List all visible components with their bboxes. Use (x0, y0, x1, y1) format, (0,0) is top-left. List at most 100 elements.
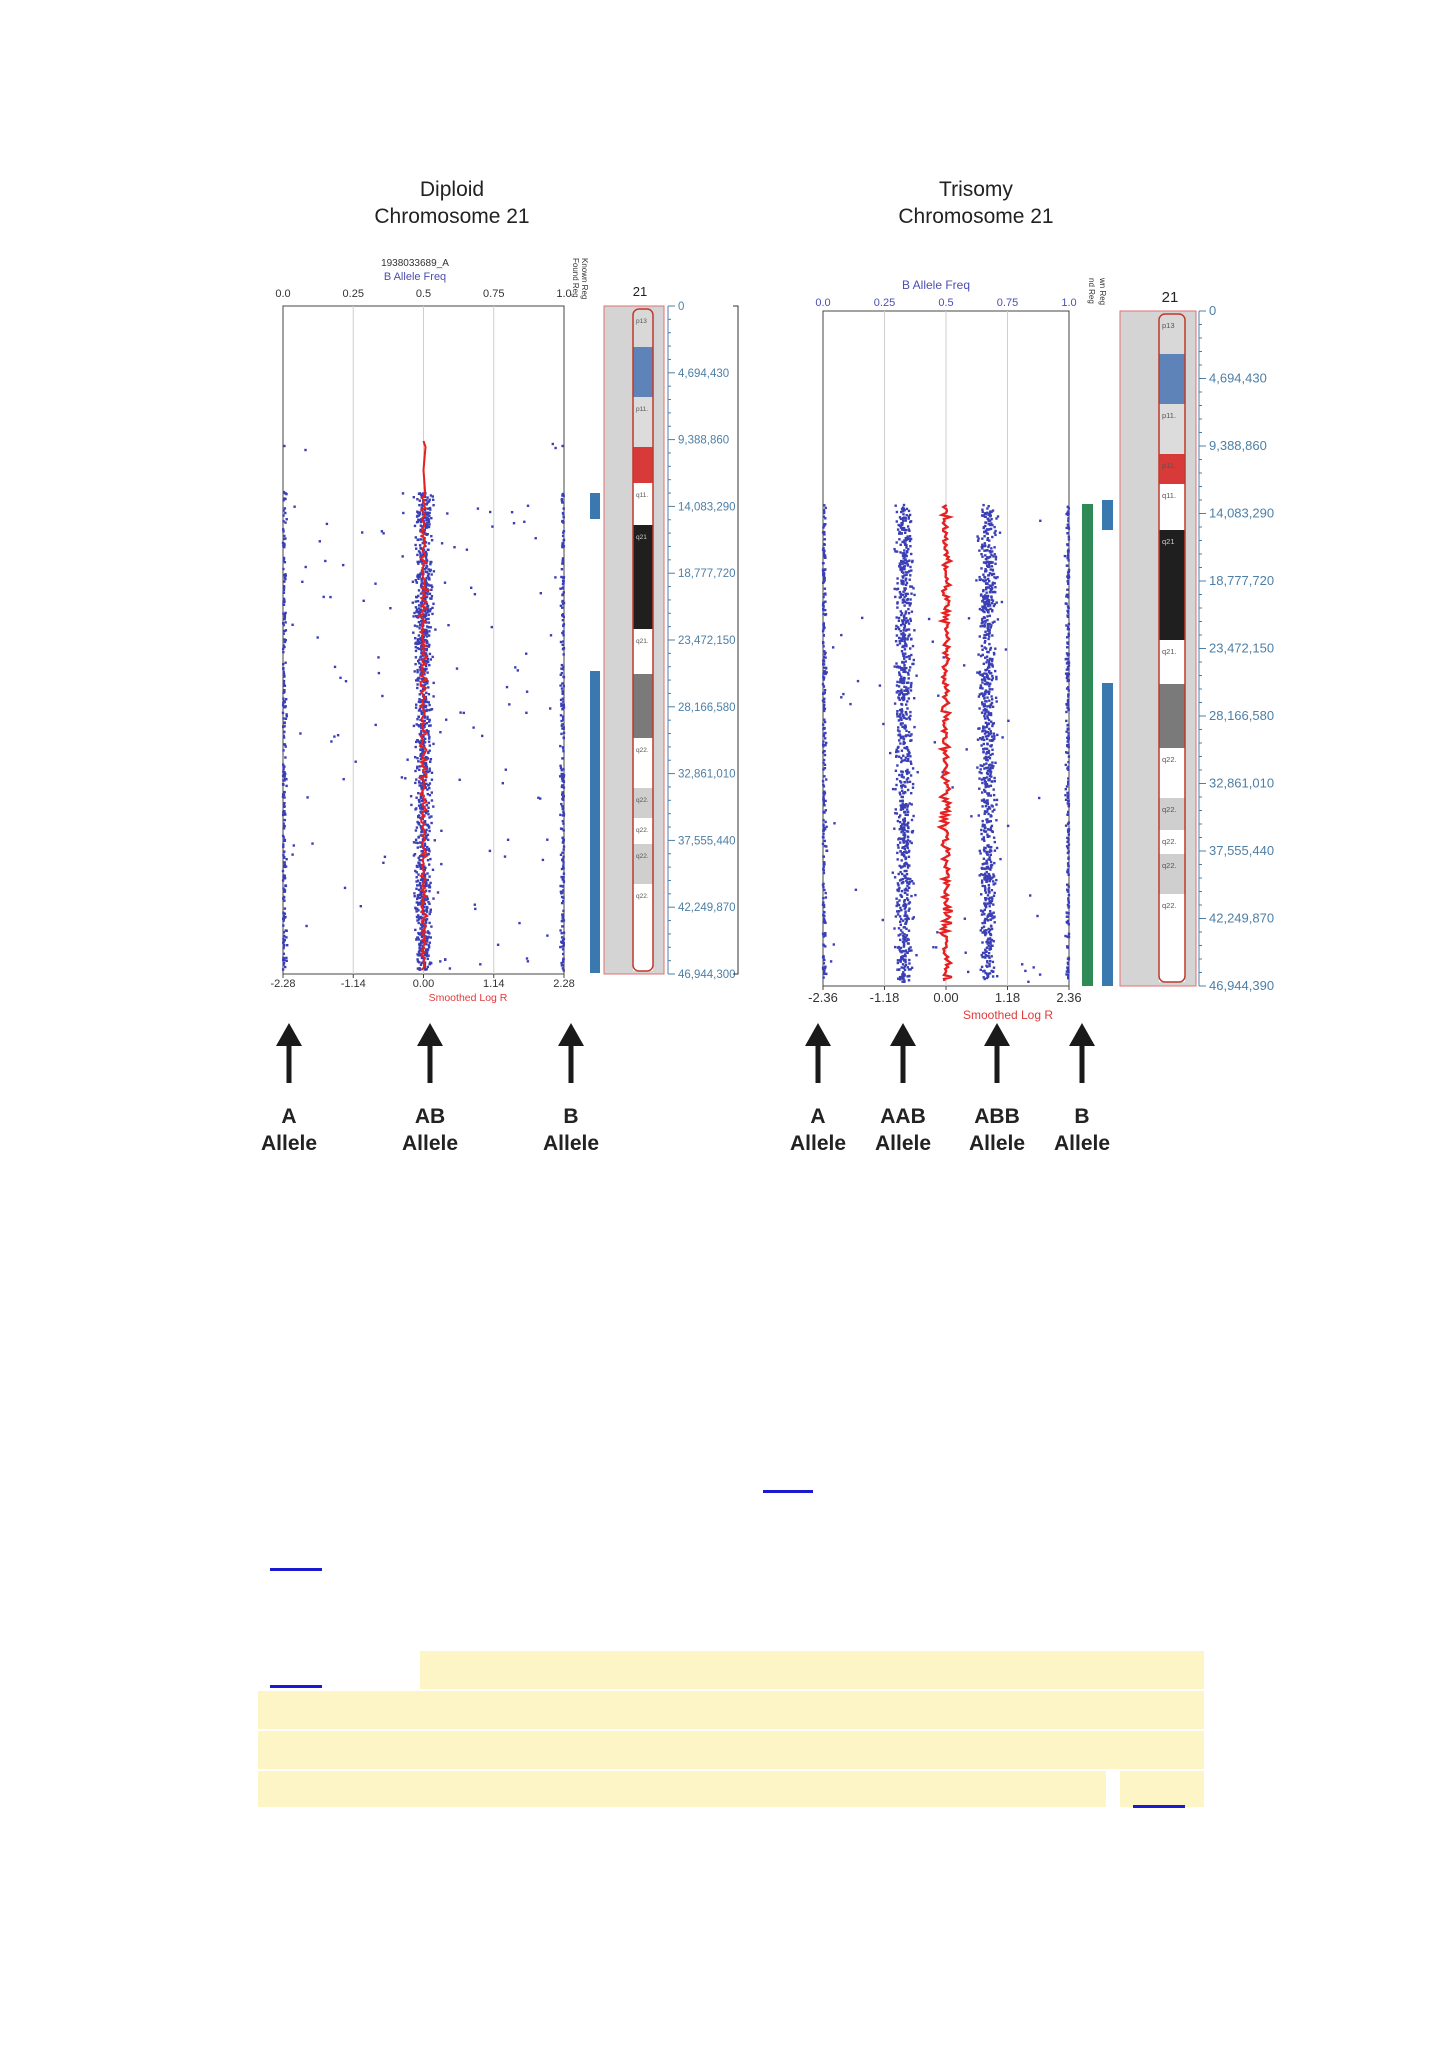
baf-point (418, 932, 421, 935)
baf-point (426, 872, 429, 875)
baf-point (983, 850, 986, 853)
baf-point (824, 592, 827, 595)
baf-point (283, 618, 286, 621)
baf-point (1067, 550, 1070, 553)
diploid-region-bar (590, 493, 600, 519)
baf-point (425, 828, 428, 832)
baf-point (282, 730, 286, 734)
baf-point (903, 664, 906, 667)
baf-point (822, 732, 825, 735)
baf-point (426, 625, 429, 628)
reference-link[interactable] (1133, 1805, 1185, 1808)
baf-point (895, 662, 898, 665)
baf-point (899, 736, 903, 739)
reference-link[interactable] (270, 1568, 322, 1571)
baf-point (1064, 788, 1067, 791)
baf-point (283, 689, 286, 692)
baf-point (983, 646, 986, 649)
baf-point (986, 772, 989, 776)
baf-point (421, 504, 425, 508)
baf-point (903, 926, 906, 929)
baf-point (908, 974, 911, 978)
baf-point (322, 595, 325, 599)
baf-point (908, 669, 911, 672)
baf-point (907, 635, 910, 638)
baf-point (981, 555, 984, 558)
baf-point (285, 936, 288, 939)
baf-point (895, 897, 898, 900)
baf-point (428, 886, 432, 889)
baf-point (1000, 600, 1004, 604)
baf-point (906, 882, 909, 885)
baf-point (911, 559, 914, 563)
baf-point (282, 717, 285, 720)
baf-point (1067, 893, 1071, 897)
baf-point (417, 821, 420, 825)
baf-point (903, 806, 906, 809)
baf-point (424, 951, 427, 955)
trisomy-track-label-known: wn Reg (1098, 277, 1107, 305)
baf-point (526, 960, 530, 963)
baf-point (990, 739, 994, 742)
baf-point (908, 559, 911, 562)
baf-point (984, 948, 987, 951)
baf-point (901, 963, 905, 966)
baf-point (415, 880, 418, 883)
baf-point (559, 890, 563, 893)
baf-point (898, 673, 901, 677)
baf-point (897, 934, 900, 937)
reference-link[interactable] (270, 1685, 322, 1688)
baf-point (990, 804, 993, 807)
baf-point (978, 849, 981, 853)
baf-point (905, 746, 909, 749)
baf-point (377, 671, 381, 675)
baf-point (560, 961, 563, 965)
baf-point (989, 607, 992, 611)
baf-point (1067, 628, 1070, 631)
baf-point (428, 735, 431, 739)
baf-point (984, 554, 987, 557)
baf-point (909, 545, 912, 548)
baf-point (562, 623, 566, 626)
baf-point (901, 980, 904, 983)
baf-point (561, 494, 564, 497)
ideogram-band (1159, 894, 1185, 982)
baf-point (429, 881, 432, 885)
baf-point (339, 676, 342, 679)
baf-point (896, 843, 900, 847)
baf-point (987, 883, 990, 887)
baf-point (561, 791, 564, 794)
baf-point (979, 686, 982, 690)
baf-point (425, 898, 428, 902)
reference-link[interactable] (763, 1490, 813, 1493)
baf-point (900, 784, 903, 788)
baf-point (420, 652, 423, 655)
baf-point (427, 740, 431, 743)
baf-point (426, 574, 430, 577)
baf-point (903, 596, 906, 599)
baf-point (304, 448, 307, 452)
position-tick-label: 23,472,150 (1209, 641, 1274, 656)
baf-point (1065, 845, 1069, 848)
baf-point (894, 812, 897, 815)
baf-point (904, 517, 907, 520)
baf-point (981, 873, 985, 877)
baf-point (417, 616, 420, 619)
baf-point (907, 942, 910, 945)
baf-point (986, 792, 989, 795)
baf-point (417, 538, 420, 541)
baf-point (976, 738, 980, 741)
baf-point (423, 723, 427, 726)
baf-point (977, 653, 980, 656)
baf-point (988, 550, 991, 553)
baf-point (903, 599, 906, 602)
baf-point (986, 894, 990, 897)
baf-point (562, 845, 566, 848)
baf-point (987, 505, 990, 508)
baf-point (914, 893, 917, 897)
baf-point (987, 710, 990, 713)
baf-point (1065, 668, 1069, 671)
baf-point (282, 931, 286, 934)
baf-point (900, 667, 904, 670)
baf-point (909, 755, 912, 758)
